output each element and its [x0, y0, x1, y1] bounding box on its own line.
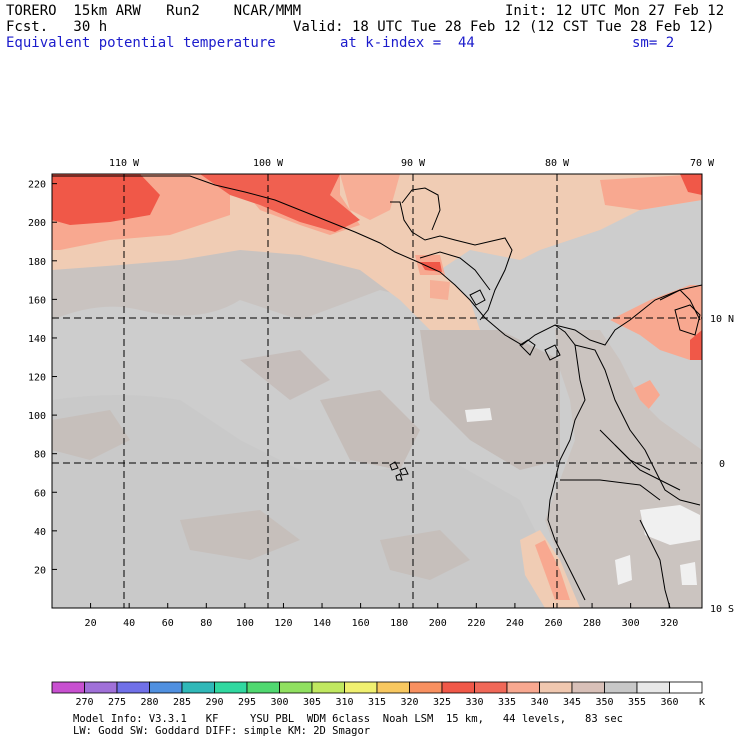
x-tick-labels: 20 40 60 80 100 120 140 160 180 200 220 240 260 280 30…	[85, 618, 679, 629]
colorbar-label: 295	[238, 697, 256, 708]
y-tick-labels: 220 200 180 160 140 120 100 80 60 40 20	[28, 180, 46, 577]
longitude-label: 110 W	[109, 158, 140, 169]
longitude-label: 90 W	[401, 158, 426, 169]
latitude-label: 10 N	[710, 314, 734, 325]
colorbar-label: 330	[465, 697, 483, 708]
colorbar-label: 340	[530, 697, 548, 708]
colorbar-label: 335	[498, 697, 516, 708]
x-tick-label: 120	[274, 618, 292, 629]
y-tick-marks	[52, 183, 57, 570]
x-tick-label: 100	[236, 618, 254, 629]
field-name: Equivalent potential temperature	[6, 35, 276, 51]
smoothing-value: sm= 2	[632, 35, 675, 51]
colorbar-swatch	[279, 681, 313, 694]
model-info: Model Info: V3.3.1 KF YSU PBL WDM 6class…	[73, 713, 623, 725]
colorbar-swatch	[571, 681, 605, 694]
coastlines	[52, 175, 703, 609]
colorbar-swatch	[539, 681, 573, 694]
x-tick-label: 280	[583, 618, 601, 629]
longitude-label: 70 W	[690, 158, 715, 169]
x-tick-label: 320	[660, 618, 678, 629]
level-index: at k-index = 44	[340, 35, 475, 51]
x-tick-label: 200	[429, 618, 447, 629]
forecast-hour: Fcst. 30 h	[6, 19, 108, 35]
colorbar-label: 270	[75, 697, 93, 708]
latitude-labels: 10 N 0 10 S	[710, 314, 734, 615]
y-tick-label: 20	[34, 565, 46, 576]
valid-time: Valid: 18 UTC Tue 28 Feb 12 (12 CST Tue …	[293, 19, 715, 35]
y-tick-label: 140	[28, 334, 46, 345]
colorbar-label: 325	[433, 697, 451, 708]
colorbar-swatch	[246, 681, 280, 694]
colorbar-swatch	[409, 681, 443, 694]
x-tick-label: 300	[622, 618, 640, 629]
x-tick-label: 40	[123, 618, 135, 629]
colorbar-label: 360	[660, 697, 678, 708]
colorbar-swatch	[311, 681, 345, 694]
y-tick-label: 220	[28, 180, 46, 191]
colorbar-swatch	[376, 681, 410, 694]
colorbar-label: 290	[205, 697, 223, 708]
latitude-label: 10 S	[710, 604, 734, 615]
latitude-label: 0	[719, 459, 725, 470]
x-tick-label: 220	[467, 618, 485, 629]
colorbar-label: 355	[628, 697, 646, 708]
map-frame	[51, 173, 703, 609]
colorbar-swatch	[441, 681, 475, 694]
colorbar-label: 280	[140, 697, 158, 708]
colorbar-swatch	[344, 681, 378, 694]
x-tick-label: 180	[390, 618, 408, 629]
longitude-labels: 110 W 100 W 90 W 80 W 70 W	[109, 158, 715, 169]
colorbar-label: 345	[563, 697, 581, 708]
colorbar: 270 275 280 285 290 295 300 305 310 315 320 325 330 3…	[51, 681, 705, 708]
y-tick-label: 120	[28, 373, 46, 384]
colorbar-label: 275	[108, 697, 126, 708]
y-tick-label: 180	[28, 257, 46, 268]
y-tick-label: 80	[34, 450, 46, 461]
colorbar-swatch	[51, 681, 85, 694]
colorbar-label: 300	[270, 697, 288, 708]
longitude-label: 80 W	[545, 158, 570, 169]
x-tick-marks	[90, 603, 670, 608]
colorbar-label: 305	[303, 697, 321, 708]
field-shading	[52, 174, 702, 608]
x-tick-label: 240	[506, 618, 524, 629]
init-time: Init: 12 UTC Mon 27 Feb 12	[505, 3, 725, 19]
colorbar-swatch	[181, 681, 215, 694]
x-tick-label: 140	[313, 618, 331, 629]
colorbar-swatch	[669, 681, 703, 694]
colorbar-swatch	[474, 681, 508, 694]
y-tick-label: 160	[28, 295, 46, 306]
x-tick-label: 80	[200, 618, 212, 629]
colorbar-label: 350	[595, 697, 613, 708]
colorbar-swatch	[116, 681, 150, 694]
y-tick-label: 60	[34, 488, 46, 499]
physics-info: LW: Godd SW: Goddard DIFF: simple KM: 2D…	[73, 725, 371, 737]
x-tick-label: 20	[85, 618, 97, 629]
colorbar-swatch	[214, 681, 248, 694]
x-tick-label: 160	[352, 618, 370, 629]
colorbar-label: 310	[335, 697, 353, 708]
colorbar-swatch	[149, 681, 183, 694]
longitude-label: 100 W	[253, 158, 284, 169]
y-tick-label: 100	[28, 411, 46, 422]
colorbar-unit: K	[699, 697, 705, 708]
model-title: TORERO 15km ARW Run2 NCAR/MMM	[6, 3, 302, 19]
graticule	[52, 174, 702, 608]
colorbar-swatch	[506, 681, 540, 694]
x-tick-label: 60	[162, 618, 174, 629]
colorbar-label: 285	[173, 697, 191, 708]
colorbar-label: 315	[368, 697, 386, 708]
y-tick-label: 40	[34, 527, 46, 538]
x-tick-label: 260	[544, 618, 562, 629]
colorbar-swatch	[604, 681, 638, 694]
colorbar-label: 320	[400, 697, 418, 708]
y-tick-label: 200	[28, 218, 46, 229]
colorbar-swatch	[84, 681, 118, 694]
colorbar-swatch	[636, 681, 670, 694]
